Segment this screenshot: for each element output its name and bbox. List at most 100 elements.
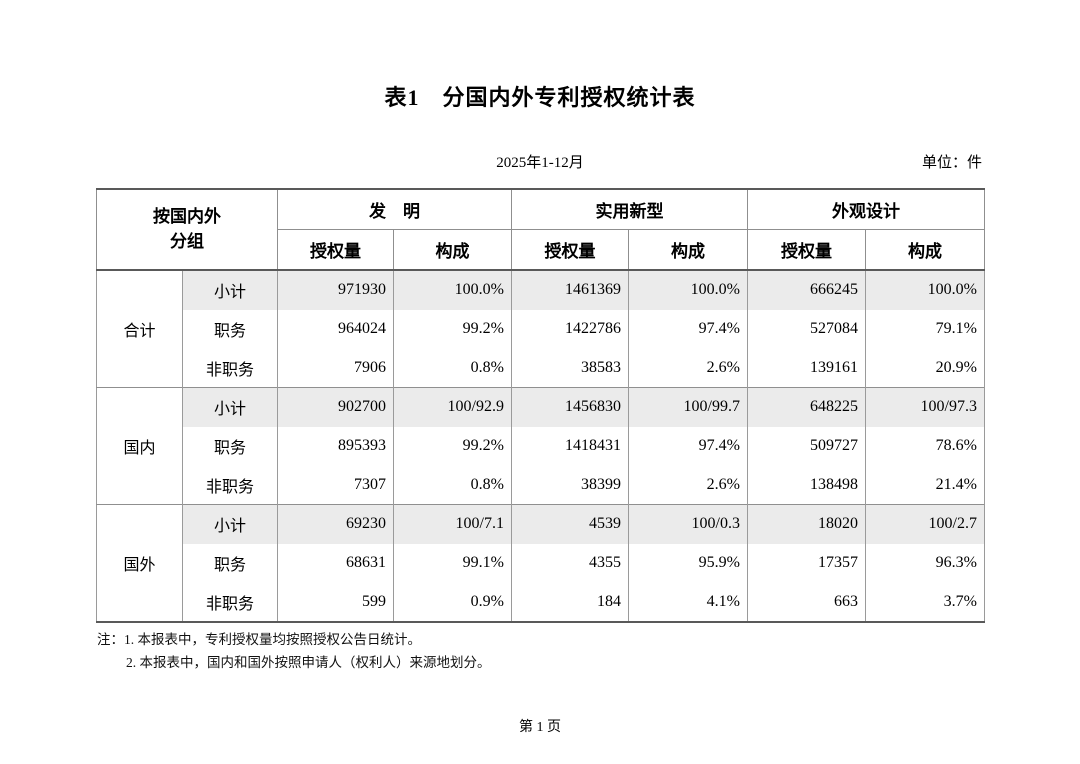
value-cell: 4355 (511, 543, 629, 583)
value-cell: 138498 (747, 465, 866, 505)
value-cell: 99.2% (393, 426, 512, 466)
table-row: 非职务 7906 0.8% 38583 2.6% 139161 20.9% (97, 348, 985, 388)
value-cell: 1456830 (511, 387, 629, 427)
value-cell: 509727 (747, 426, 866, 466)
header-design-granted: 授权量 (747, 229, 866, 271)
value-cell: 599 (277, 582, 394, 623)
unit-label: 单位：件 (921, 155, 982, 171)
table-row: 国外 小计 69230 100/7.1 4539 100/0.3 18020 100/2.7 (96, 504, 985, 623)
group-label-cell: 国外 (96, 504, 183, 623)
table-header: 按国内外 分组 发 明 实用新型 外观设计 授权量 构成 授权量 构成 授权量 … (96, 189, 985, 271)
note-item-2: 2. 本报表中，国内和国外按照申请人（权利人）来源地划分。 (126, 655, 491, 670)
value-cell: 7906 (277, 348, 394, 388)
page-title: 表1 分国内外专利授权统计表 (384, 85, 696, 110)
value-cell: 648225 (747, 387, 866, 427)
value-cell: 0.8% (393, 348, 512, 388)
note-item-1: 1. 本报表中，专利授权量均按照授权公告日统计。 (124, 632, 421, 647)
table-row: 非职务 7307 0.8% 38399 2.6% 138498 21.4% (97, 465, 985, 505)
value-cell: 79.1% (865, 309, 985, 349)
value-cell: 99.1% (393, 543, 512, 583)
value-cell: 902700 (277, 387, 394, 427)
header-utility-model: 实用新型 (511, 189, 748, 230)
note-line-1: 注：1. 本报表中，专利授权量均按照授权公告日统计。 (97, 628, 491, 651)
statistics-table-wrapper: 按国内外 分组 发 明 实用新型 外观设计 授权量 构成 授权量 构成 授权量 … (96, 188, 985, 624)
value-cell: 38583 (511, 348, 629, 388)
header-design: 外观设计 (747, 189, 985, 230)
note-line-2: 2. 本报表中，国内和国外按照申请人（权利人）来源地划分。 (97, 651, 491, 674)
header-group-line2: 分组 (170, 231, 204, 251)
header-invention-granted: 授权量 (277, 229, 394, 271)
table-body: 合计 小计 971930 100.0% 1461369 100.0% 666245 100.0… (96, 269, 985, 623)
value-cell: 97.4% (628, 426, 748, 466)
meta-row: 2025年1-12月 单位：件 (96, 151, 984, 173)
value-cell: 4539 (511, 504, 629, 544)
value-cell: 4.1% (628, 582, 748, 623)
value-cell: 1461369 (511, 269, 629, 310)
notes: 注：1. 本报表中，专利授权量均按照授权公告日统计。 2. 本报表中，国内和国外… (97, 628, 491, 674)
table-row: 非职务 599 0.9% 184 4.1% 663 3.7% (97, 582, 985, 623)
header-group-by: 按国内外 分组 (96, 189, 278, 271)
value-cell: 100.0% (393, 269, 512, 310)
group-label-cell: 国内 (96, 387, 183, 505)
value-cell: 20.9% (865, 348, 985, 388)
value-cell: 2.6% (628, 348, 748, 388)
row-label-cell: 非职务 (182, 465, 278, 505)
row-label-cell: 职务 (182, 309, 278, 349)
value-cell: 100/97.3 (865, 387, 985, 427)
value-cell: 96.3% (865, 543, 985, 583)
value-cell: 895393 (277, 426, 394, 466)
value-cell: 78.6% (865, 426, 985, 466)
value-cell: 971930 (277, 269, 394, 310)
header-utility-composition: 构成 (628, 229, 748, 271)
value-cell: 0.9% (393, 582, 512, 623)
value-cell: 1422786 (511, 309, 629, 349)
value-cell: 95.9% (628, 543, 748, 583)
value-cell: 184 (511, 582, 629, 623)
table-row: 职务 68631 99.1% 4355 95.9% 17357 96.3% (97, 543, 985, 583)
value-cell: 100/7.1 (393, 504, 512, 544)
value-cell: 964024 (277, 309, 394, 349)
value-cell: 100.0% (865, 269, 985, 310)
page-number: 第 1 页 (519, 720, 561, 735)
value-cell: 38399 (511, 465, 629, 505)
value-cell: 100/2.7 (865, 504, 985, 544)
value-cell: 0.8% (393, 465, 512, 505)
value-cell: 139161 (747, 348, 866, 388)
row-label-cell: 非职务 (182, 582, 278, 623)
report-period: 2025年1-12月 (496, 155, 584, 171)
value-cell: 100/92.9 (393, 387, 512, 427)
header-invention: 发 明 (277, 189, 512, 230)
value-cell: 666245 (747, 269, 866, 310)
value-cell: 99.2% (393, 309, 512, 349)
value-cell: 18020 (747, 504, 866, 544)
table-row: 职务 964024 99.2% 1422786 97.4% 527084 79.1% (97, 309, 985, 349)
row-label-cell: 小计 (182, 269, 278, 310)
header-group-line1: 按国内外 (153, 206, 221, 226)
row-label-cell: 小计 (182, 387, 278, 427)
value-cell: 663 (747, 582, 866, 623)
row-label-cell: 小计 (182, 504, 278, 544)
group-label-cell: 合计 (96, 269, 183, 388)
value-cell: 100/0.3 (628, 504, 748, 544)
value-cell: 100.0% (628, 269, 748, 310)
row-label-cell: 职务 (182, 543, 278, 583)
value-cell: 2.6% (628, 465, 748, 505)
value-cell: 100/99.7 (628, 387, 748, 427)
row-label-cell: 非职务 (182, 348, 278, 388)
value-cell: 69230 (277, 504, 394, 544)
value-cell: 97.4% (628, 309, 748, 349)
value-cell: 21.4% (865, 465, 985, 505)
table-row: 职务 895393 99.2% 1418431 97.4% 509727 78.6% (97, 426, 985, 466)
notes-prefix: 注： (97, 632, 124, 647)
value-cell: 17357 (747, 543, 866, 583)
table-row: 国内 小计 902700 100/92.9 1456830 100/99.7 648225 1… (96, 387, 985, 505)
header-design-composition: 构成 (865, 229, 985, 271)
value-cell: 68631 (277, 543, 394, 583)
header-utility-granted: 授权量 (511, 229, 629, 271)
row-label-cell: 职务 (182, 426, 278, 466)
value-cell: 527084 (747, 309, 866, 349)
value-cell: 3.7% (865, 582, 985, 623)
table-row: 合计 小计 971930 100.0% 1461369 100.0% 666245 100.0… (96, 269, 985, 388)
header-invention-composition: 构成 (393, 229, 512, 271)
value-cell: 7307 (277, 465, 394, 505)
